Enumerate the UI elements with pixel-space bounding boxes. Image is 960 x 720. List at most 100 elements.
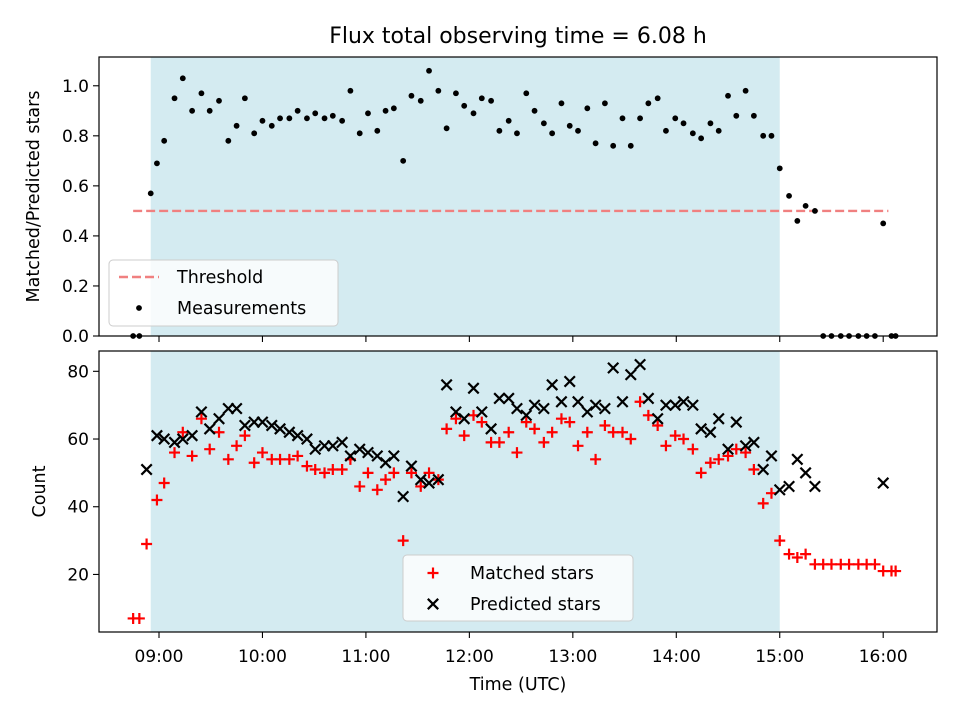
matched-star-point xyxy=(292,450,304,462)
x-tick-label: 09:00 xyxy=(135,647,184,667)
predicted-star-point xyxy=(695,422,708,435)
matched-star-point xyxy=(800,548,812,560)
matched-star-point xyxy=(423,467,435,479)
matched-star-points xyxy=(127,396,902,624)
predicted-star-point xyxy=(440,378,453,391)
matched-star-point xyxy=(204,443,216,455)
matched-star-point xyxy=(757,497,769,509)
predicted-star-point xyxy=(528,399,541,412)
predicted-star-point xyxy=(475,405,488,418)
predicted-star-point xyxy=(344,449,357,462)
matched-star-point xyxy=(169,447,181,459)
predicted-star-point xyxy=(722,443,734,456)
matched-star-point xyxy=(555,413,567,425)
measurement-point xyxy=(610,142,617,149)
measurement-point xyxy=(339,117,346,124)
ratio-y-ticks: 0.0 0.2 0.4 0.6 0.8 1.0 xyxy=(62,77,99,347)
legend-measurement-label: Measurements xyxy=(177,299,306,319)
matched-star-point xyxy=(301,460,313,472)
measurement-point xyxy=(505,117,512,124)
predicted-star-point xyxy=(765,449,778,462)
measurement-point xyxy=(304,115,310,122)
matched-star-point xyxy=(354,480,366,492)
matched-star-point xyxy=(774,535,786,547)
matched-star-point xyxy=(380,474,392,486)
predicted-star-point xyxy=(203,422,216,435)
matched-star-point xyxy=(695,467,707,479)
x-tick-label: 16:00 xyxy=(859,647,908,667)
count-panel-frame xyxy=(98,350,938,633)
measurement-point xyxy=(198,90,205,97)
predicted-star-point xyxy=(309,443,322,456)
measurement-point xyxy=(540,120,547,127)
matched-star-point xyxy=(186,450,198,462)
matched-star-point xyxy=(529,423,541,435)
measurement-point xyxy=(312,110,319,117)
predicted-star-point xyxy=(659,399,672,412)
predicted-star-point xyxy=(423,477,436,490)
predicted-star-point xyxy=(353,443,366,456)
measurement-point xyxy=(742,87,749,94)
matched-star-point xyxy=(520,416,532,428)
x-tick-label: 12:00 xyxy=(445,647,494,667)
matched-star-point xyxy=(642,409,654,421)
measurement-point xyxy=(443,125,450,132)
predicted-star-point xyxy=(195,405,208,418)
matched-star-point xyxy=(274,453,286,465)
measurement-point xyxy=(531,107,538,114)
ratio-legend: Threshold Measurements xyxy=(108,259,339,327)
matched-star-point xyxy=(890,565,902,577)
predicted-star-point xyxy=(458,412,471,425)
predicted-star-point xyxy=(150,429,163,442)
count-y-axis-label: Count xyxy=(30,465,50,517)
matched-star-point xyxy=(476,416,488,428)
predicted-star-point xyxy=(877,477,890,490)
y-tick-label: 60 xyxy=(67,430,89,450)
predicted-star-point xyxy=(274,422,287,435)
x-tick-label: 11:00 xyxy=(341,647,390,667)
measurement-point xyxy=(225,137,232,144)
predicted-star-point xyxy=(405,460,418,473)
matched-star-point xyxy=(678,433,690,445)
matched-star-point xyxy=(740,447,752,459)
matched-star-point xyxy=(336,463,348,475)
matched-star-point xyxy=(213,426,225,438)
measurement-point xyxy=(602,100,608,107)
measurement-point xyxy=(233,122,240,129)
measurement-point xyxy=(698,135,705,142)
measurement-point xyxy=(672,115,679,122)
matched-star-point xyxy=(441,423,453,435)
measurement-point xyxy=(161,137,168,144)
matched-star-point xyxy=(538,436,550,448)
measurement-point xyxy=(776,165,783,172)
predicted-star-point xyxy=(704,426,717,439)
predicted-star-point xyxy=(616,395,629,408)
matched-star-point xyxy=(309,463,321,475)
matched-star-point xyxy=(239,430,251,442)
y-tick-label: 1.0 xyxy=(62,77,89,97)
measurement-point xyxy=(566,122,573,129)
predicted-star-point xyxy=(362,446,374,459)
measurement-point xyxy=(637,115,643,122)
y-tick-label: 40 xyxy=(67,498,89,518)
measurement-point xyxy=(584,105,591,112)
count-legend: Matched stars Predicted stars xyxy=(402,554,634,622)
measurement-point xyxy=(216,97,222,104)
measurement-point xyxy=(294,107,301,114)
measurement-point xyxy=(549,130,556,137)
measurement-point xyxy=(321,115,328,122)
matched-star-point xyxy=(405,467,417,479)
matched-star-point xyxy=(450,413,462,425)
measurement-point xyxy=(461,102,468,109)
matched-star-point xyxy=(397,535,409,547)
predicted-star-point xyxy=(256,416,269,429)
measurement-point xyxy=(496,127,503,134)
matched-star-point xyxy=(493,436,505,448)
measurement-point xyxy=(390,105,397,112)
matched-star-point xyxy=(231,440,243,452)
matched-star-point xyxy=(283,453,295,465)
count-panel: 20 40 60 80 09:00 10:00 11:00 12:00 13:00 14:00 1… xyxy=(30,350,938,695)
predicted-star-point xyxy=(669,399,682,412)
measurement-point xyxy=(382,107,389,114)
